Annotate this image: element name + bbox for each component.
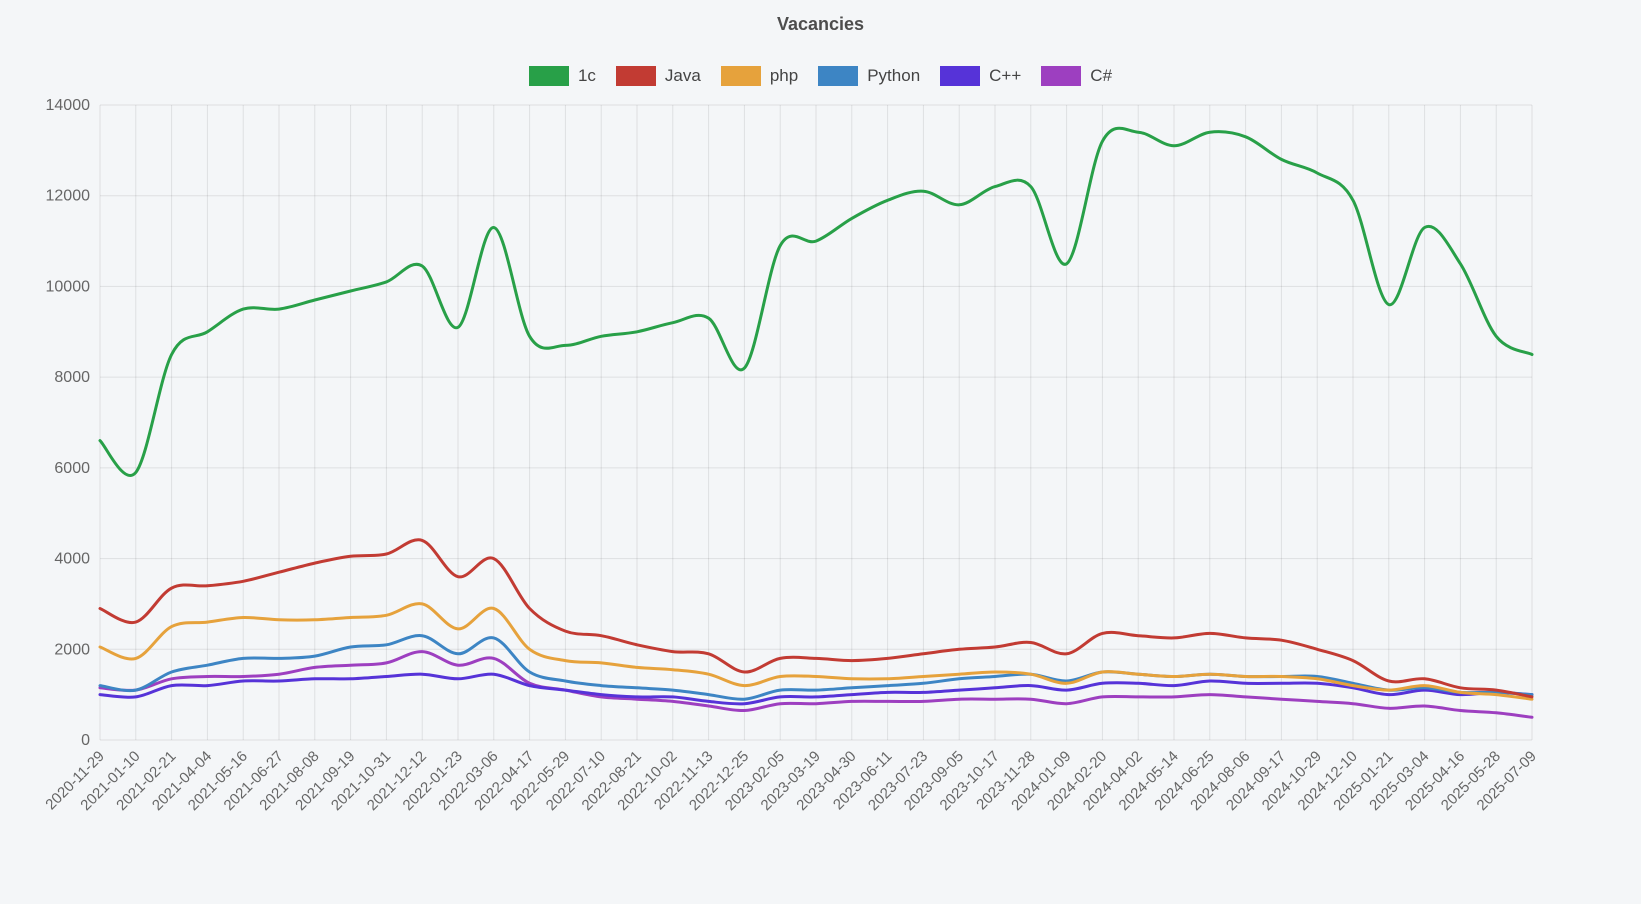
chart-legend: 1c Java php Python C++ C# bbox=[0, 66, 1641, 86]
svg-text:14000: 14000 bbox=[46, 97, 91, 114]
svg-text:8000: 8000 bbox=[54, 369, 90, 386]
legend-item-csharp[interactable]: C# bbox=[1041, 66, 1112, 86]
gridlines bbox=[99, 104, 1533, 741]
chart-title: Vacancies bbox=[776, 14, 865, 34]
legend-item-python[interactable]: Python bbox=[818, 66, 920, 86]
series-lines bbox=[98, 126, 1534, 719]
svg-text:6000: 6000 bbox=[54, 460, 90, 477]
legend-label-java: Java bbox=[664, 66, 701, 85]
y-axis-labels: 0 2000 4000 6000 8000 10000 12000 14000 bbox=[46, 97, 91, 749]
legend-swatch-php bbox=[720, 66, 761, 86]
series-line-cpp bbox=[98, 672, 1534, 706]
svg-text:10000: 10000 bbox=[46, 278, 91, 295]
legend-item-1c[interactable]: 1c bbox=[528, 66, 596, 86]
legend-item-php[interactable]: php bbox=[720, 66, 799, 86]
svg-text:12000: 12000 bbox=[46, 188, 91, 205]
svg-text:2000: 2000 bbox=[54, 641, 90, 658]
legend-swatch-1c bbox=[528, 66, 569, 86]
legend-label-python: Python bbox=[867, 66, 921, 85]
x-axis-labels: 2020-11-292021-01-102021-02-212021-04-04… bbox=[42, 748, 1539, 814]
series-line-java bbox=[98, 538, 1534, 699]
svg-text:4000: 4000 bbox=[54, 551, 90, 568]
series-line-1c bbox=[98, 126, 1534, 477]
series-line-csharp bbox=[98, 650, 1534, 719]
legend-label-csharp: C# bbox=[1090, 66, 1113, 85]
legend-label-1c: 1c bbox=[577, 66, 596, 85]
series-line-php bbox=[98, 602, 1534, 701]
legend-swatch-java bbox=[615, 66, 656, 86]
legend-label-cpp: C++ bbox=[989, 66, 1022, 85]
svg-text:0: 0 bbox=[81, 732, 90, 749]
legend-swatch-python bbox=[818, 66, 859, 86]
legend-item-java[interactable]: Java bbox=[615, 66, 701, 86]
legend-swatch-csharp bbox=[1041, 66, 1082, 86]
legend-label-php: php bbox=[769, 66, 799, 85]
legend-swatch-cpp bbox=[940, 66, 981, 86]
legend-item-cpp[interactable]: C++ bbox=[940, 66, 1021, 86]
